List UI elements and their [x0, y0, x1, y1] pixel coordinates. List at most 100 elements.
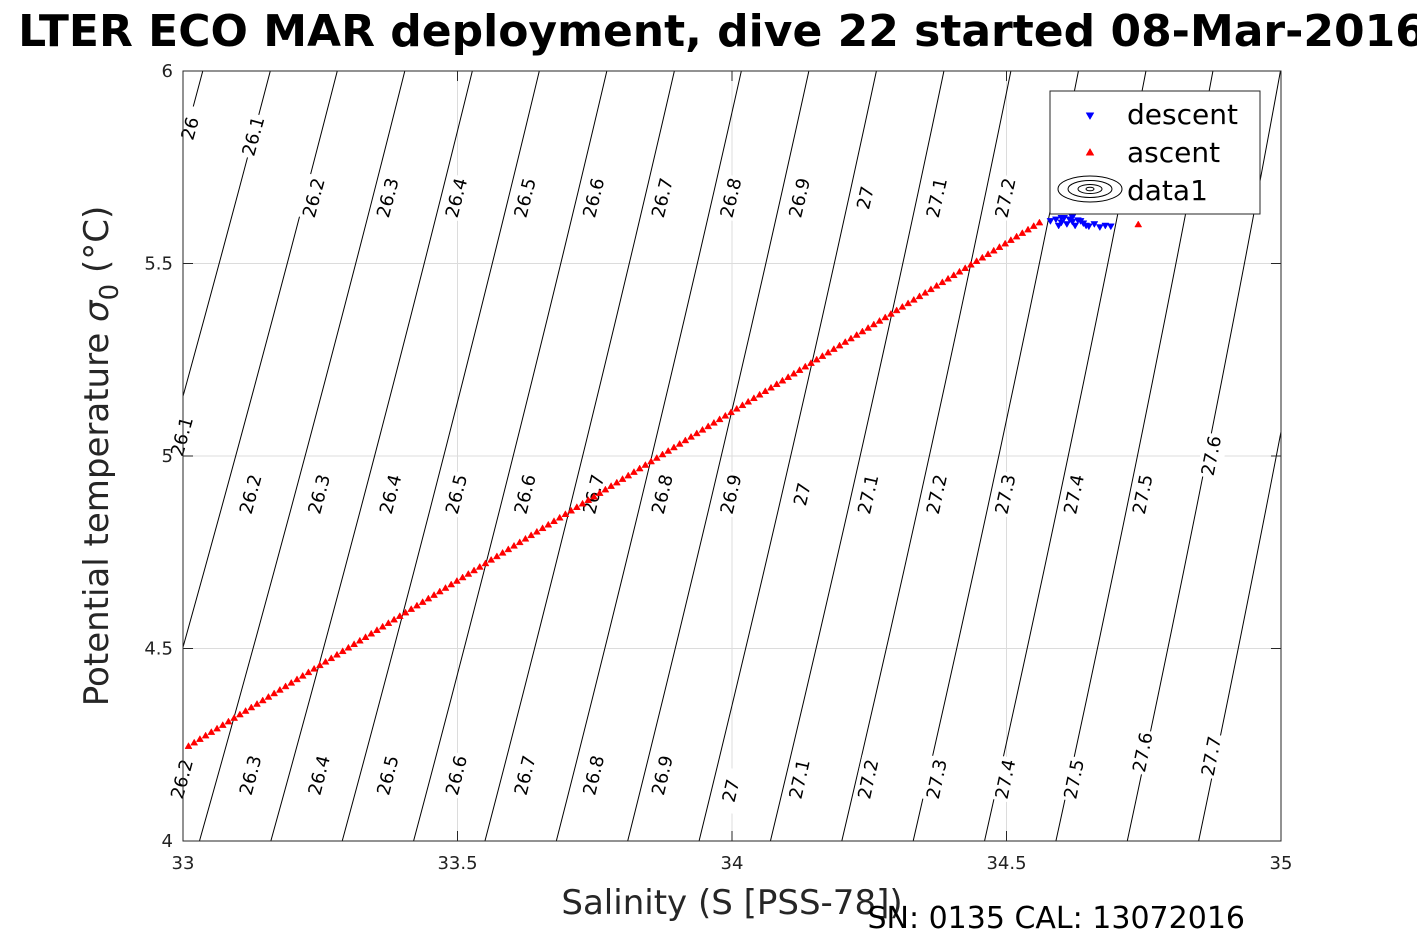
ascent-point	[367, 629, 376, 637]
ascent-point	[829, 345, 838, 352]
isopycnal-line	[484, 71, 675, 841]
ascent-point	[995, 243, 1004, 250]
isopycnal-label-bg	[297, 173, 333, 223]
ascent-point	[864, 323, 873, 331]
descent-series	[1046, 214, 1115, 232]
descent-point	[1046, 218, 1055, 225]
isopycnal-line	[270, 71, 473, 841]
ascent-point	[1001, 239, 1010, 247]
ascent-point	[704, 422, 713, 430]
descent-point	[1076, 218, 1085, 225]
isopycnal-label-bg	[371, 751, 406, 800]
ascent-point	[304, 668, 313, 676]
x-tick-labels: 33 33.5 34 34.5 35	[172, 853, 1293, 874]
y-tick-label: 4	[162, 831, 173, 852]
ascent-point	[887, 309, 895, 317]
ascent-point	[647, 457, 656, 465]
isopycnal-label-bg	[440, 173, 475, 223]
ascent-point	[652, 454, 661, 461]
y-tick-label: 4.5	[144, 639, 173, 660]
ascent-point	[966, 260, 975, 268]
ascent-point	[698, 425, 707, 433]
ascent-point	[881, 313, 890, 321]
ascent-point	[932, 281, 941, 289]
ascent-point	[1006, 236, 1015, 243]
ascent-point	[727, 408, 735, 416]
ascent-point	[281, 682, 290, 690]
ascent-point	[1024, 225, 1032, 233]
ascent-point	[195, 735, 204, 742]
isopycnal-label-bg	[921, 173, 955, 223]
ascent-point	[732, 404, 741, 412]
ascent-point	[675, 439, 684, 447]
ascent-point	[612, 478, 621, 486]
isopycnal-line	[183, 71, 271, 399]
legend: descent ascent data1	[1049, 90, 1261, 215]
x-tick-label: 34.5	[986, 853, 1026, 874]
ascent-point	[721, 411, 730, 419]
ascent-point	[835, 341, 844, 349]
isopycnal-line	[698, 71, 877, 841]
isopycnal-label-bg	[783, 173, 818, 223]
x-tick-label: 35	[1270, 853, 1293, 874]
ascent-point	[247, 703, 256, 711]
ascent-point	[401, 608, 410, 616]
y-tick-label: 5	[162, 446, 173, 467]
ascent-point	[789, 369, 798, 377]
ascent-point	[218, 721, 227, 728]
chart-title: LTER ECO MAR deployment, dive 22 started…	[18, 6, 1417, 57]
ascent-point	[584, 496, 593, 503]
isopycnal-label-bg	[173, 104, 209, 154]
ascent-point	[201, 731, 210, 739]
isopycnal-label-bg	[852, 470, 886, 519]
ascent-point	[338, 647, 347, 655]
isopycnal-label-bg	[509, 751, 544, 800]
ascent-point	[550, 517, 558, 525]
footnote: SN: 0135 CAL: 13072016	[867, 901, 1245, 936]
ascent-point	[333, 650, 341, 658]
isopycnal-label-bg	[234, 470, 269, 519]
isopycnal-label-bg	[1058, 755, 1092, 804]
ascent-point	[458, 573, 467, 581]
ascent-point	[350, 640, 359, 648]
isopycnal-label-bg	[236, 112, 272, 161]
ascent-point	[738, 401, 747, 409]
isopycnal-label-bg	[440, 751, 475, 800]
ascent-point	[909, 295, 918, 303]
ascent-point	[407, 605, 416, 612]
ascent-point	[561, 510, 570, 517]
descent-point	[1101, 222, 1110, 230]
ascent-point	[858, 327, 867, 335]
ascent-point	[869, 320, 878, 328]
ascent-point	[481, 559, 490, 567]
ascent-point	[1035, 218, 1044, 226]
isopycnal-label-bg	[1196, 732, 1229, 781]
isopycnal-label-bg	[646, 470, 681, 519]
ascent-point	[898, 302, 907, 310]
isopycnal-label-bg	[646, 173, 681, 223]
ascent-point	[441, 584, 450, 591]
ascent-point	[544, 520, 553, 528]
ascent-point	[264, 692, 273, 700]
ascent-point	[435, 587, 444, 595]
isopycnal-label-bg	[509, 173, 544, 223]
ascent-point	[1134, 220, 1143, 228]
ascent-point	[852, 331, 861, 338]
isopycnal-label-bg	[1127, 728, 1160, 777]
ascent-point	[670, 443, 678, 451]
ascent-point	[230, 714, 239, 721]
ascent-point	[287, 678, 296, 686]
ascent-point	[270, 689, 279, 697]
ascent-point	[253, 700, 261, 707]
ascent-point	[784, 373, 793, 380]
ascent-point	[190, 738, 199, 746]
ascent-point	[532, 527, 541, 535]
legend-label-data1: data1	[1127, 174, 1208, 207]
ascent-point	[949, 271, 958, 279]
legend-contour-icon	[1057, 175, 1123, 203]
ascent-point	[595, 489, 604, 496]
descent-point	[1071, 222, 1080, 230]
axes-box	[182, 70, 1282, 842]
ascent-point	[961, 264, 970, 272]
ascent-point	[321, 657, 330, 665]
